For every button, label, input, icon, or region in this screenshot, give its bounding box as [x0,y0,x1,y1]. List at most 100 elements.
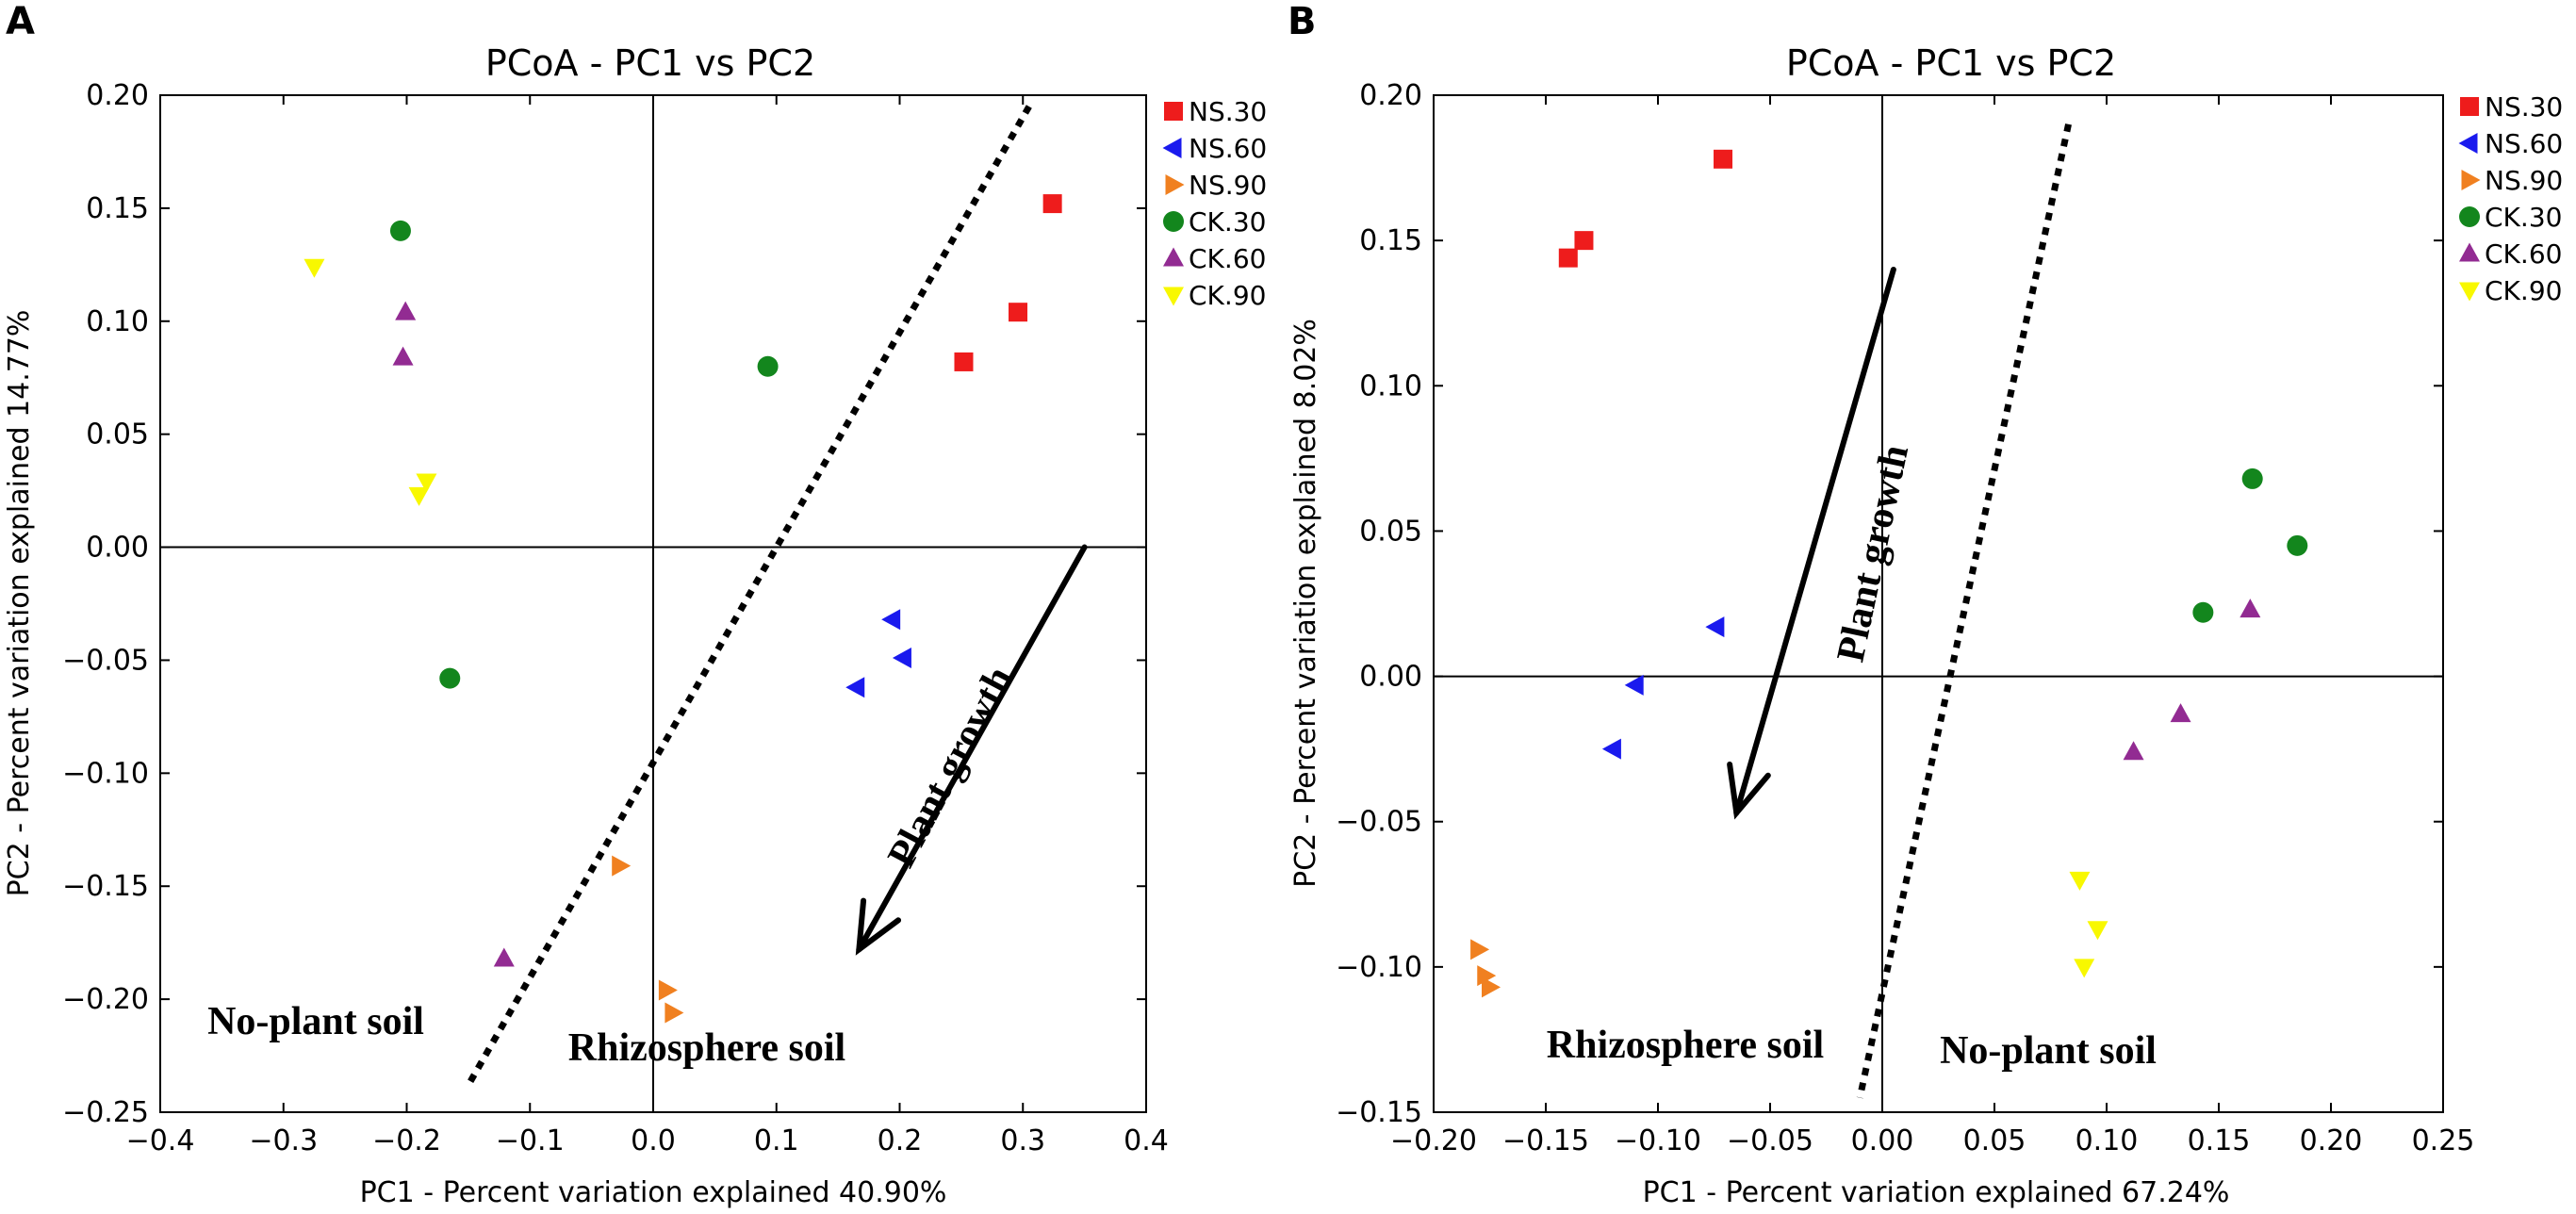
panel-b-point-ns60 [1601,738,1621,760]
panel-b-x-tick-label: 0.15 [2188,1124,2251,1157]
panel-b-legend-label-ns60: NS.60 [2485,128,2563,159]
panel-a-point-ns90 [612,855,632,877]
panel-a-point-ck30 [757,355,779,377]
panel-b-point-ck30 [2192,601,2214,623]
panel-b-point-ns30 [1714,149,1733,169]
panel-a-letter: A [6,0,35,43]
panel-a-y-tick-label: −0.15 [62,870,149,903]
panel-b-legend-label-ns30: NS.30 [2485,91,2563,123]
panel-a-y-tick-label: 0.20 [86,79,149,112]
panel-a-y-tick-label: −0.10 [62,757,149,790]
panel-a-x-tick-label: −0.1 [496,1124,565,1157]
panel-b-point-ck90 [2074,959,2095,978]
panel-b-x-tick-label: −0.20 [1390,1124,1477,1157]
panel-a-point-ns60 [845,677,865,698]
panel-b-arrow-group [1727,266,1896,820]
panel-a-x-tick-label: 0.0 [631,1124,676,1157]
panel-a-point-ck30 [439,667,461,689]
panel-b-x-tick-label: 0.20 [2300,1124,2363,1157]
panel-a-legend-label-ck90: CK.90 [1189,280,1266,311]
panel-b-point-ns30 [1574,231,1594,251]
panel-b-zero-lines [1434,95,2443,1112]
panel-a-legend-marker-ns90 [1165,174,1185,195]
panel-b-legend-label-ck90: CK.90 [2485,275,2562,306]
panel-b-y-axis-title: PC2 - Percent variation explained 8.02% [1289,319,1322,888]
panel-b-point-ck90 [2087,921,2108,941]
panel-a: A PCoA - PC1 vs PC2 −0.4 −0.3 −0.2 −0.1 0.0 0… [3,0,1267,1209]
panel-a-arrow-group [855,544,1088,956]
panel-a-point-ck60 [493,947,515,967]
panel-b-y-tick-label: 0.20 [1359,79,1422,112]
panel-b-region-left-label: Rhizosphere soil [1547,1024,1824,1067]
panel-b-x-tick-label: −0.15 [1502,1124,1589,1157]
panel-b-legend-marker-ck90 [2459,282,2480,302]
panel-a-x-tick-label: 0.3 [1000,1124,1045,1157]
panel-a-point-ns30 [954,352,974,371]
panel-b-y-tick-label: −0.05 [1336,806,1422,839]
panel-a-region-right-label: Rhizosphere soil [568,1026,845,1070]
panel-a-point-ck30 [389,220,411,241]
panel-b-arrow-head [1727,761,1771,820]
panel-a-point-ns90 [658,979,678,1001]
panel-b-point-ns90 [1482,976,1501,998]
panel-b-point-ns60 [1624,674,1644,696]
panel-a-points [304,194,1062,1024]
panel-b-point-ns30 [1558,248,1578,268]
panel-a-y-tick-label: −0.05 [62,644,149,677]
panel-a-ticks: −0.4 −0.3 −0.2 −0.1 0.0 0.1 0.2 0.3 0.4 0.20 0.15 0… [62,79,1169,1157]
panel-a-point-ck90 [304,258,325,278]
panel-a-y-axis-title: PC2 - Percent variation explained 14.77% [3,310,36,897]
panel-a-title: PCoA - PC1 vs PC2 [485,42,815,84]
panel-a-legend-marker-ns60 [1162,138,1182,158]
panel-a-point-ck90 [416,473,437,493]
panel-a-x-tick-label: −0.3 [249,1124,318,1157]
panel-b-legend-marker-ck30 [2459,206,2480,227]
panel-a-point-ck60 [392,346,414,366]
panel-a-divider-group [465,105,1032,1087]
panel-a-legend-label-ns60: NS.60 [1189,133,1267,164]
panel-a-y-tick-label: −0.25 [62,1096,149,1129]
panel-a-legend-marker-ns30 [1164,102,1183,121]
panel-a-x-axis-title: PC1 - Percent variation explained 40.90% [360,1176,947,1209]
panel-b: B PCoA - PC1 vs PC2 −0.20 −0.15 −0.10 −0.05… [1288,0,2563,1209]
panel-b-legend-label-ck30: CK.30 [2485,202,2562,233]
panel-a-point-ck90 [408,486,430,506]
panel-b-point-ck60 [2123,741,2144,761]
panel-a-legend-marker-ck30 [1163,211,1184,232]
panel-a-legend-label-ns30: NS.30 [1189,96,1267,127]
panel-b-divider-group [1856,123,2072,1099]
panel-b-x-tick-label: 0.05 [1963,1124,2026,1157]
panel-a-plant-growth-label: Plant growth [879,660,1021,875]
panel-b-plot-frame [1433,94,2444,1113]
panel-b-x-tick-label: −0.10 [1615,1124,1701,1157]
panel-b-x-tick-label: 0.25 [2412,1124,2475,1157]
panel-b-x-tick-label: 0.00 [1851,1124,1914,1157]
panel-a-legend-label-ns90: NS.90 [1189,170,1267,201]
panel-a-x-tick-label: 0.1 [754,1124,799,1157]
panel-b-y-tick-label: −0.15 [1336,1096,1422,1129]
panel-a-y-tick-label: −0.20 [62,983,149,1016]
panel-a-y-tick-label: 0.10 [86,305,149,338]
panel-a-legend-label-ck60: CK.60 [1189,243,1266,274]
panel-b-legend-marker-ns60 [2458,133,2478,154]
panel-b-point-ck60 [2170,703,2191,723]
panel-a-point-ns60 [881,609,901,631]
panel-b-ticks: −0.20 −0.15 −0.10 −0.05 0.00 0.05 0.10 0.15 0.20… [1336,79,2474,1157]
panel-b-y-tick-label: 0.10 [1359,369,1422,402]
panel-a-legend: NS.30 NS.60 NS.90 CK.30 CK.60 CK.90 [1162,96,1267,311]
panel-b-point-ck60 [2240,599,2261,618]
panel-b-region-right-label: No-plant soil [1940,1029,2157,1073]
panel-a-arrow-shaft [856,544,1088,953]
panel-b-point-ck30 [2241,468,2263,489]
panel-a-x-tick-label: −0.4 [126,1124,195,1157]
panel-a-plot-frame [159,94,1147,1113]
panel-b-legend-marker-ns90 [2461,170,2481,190]
panel-b-legend-marker-ns30 [2460,97,2479,116]
panel-b-point-ns90 [1470,939,1490,960]
panel-b-x-tick-label: −0.05 [1727,1124,1813,1157]
panel-b-point-ns60 [1705,616,1725,638]
panel-b-legend-marker-ck60 [2459,242,2480,262]
panel-b-legend-label-ns90: NS.90 [2485,165,2563,196]
panel-b-y-tick-label: −0.10 [1336,951,1422,984]
panel-a-point-ns60 [892,648,911,669]
